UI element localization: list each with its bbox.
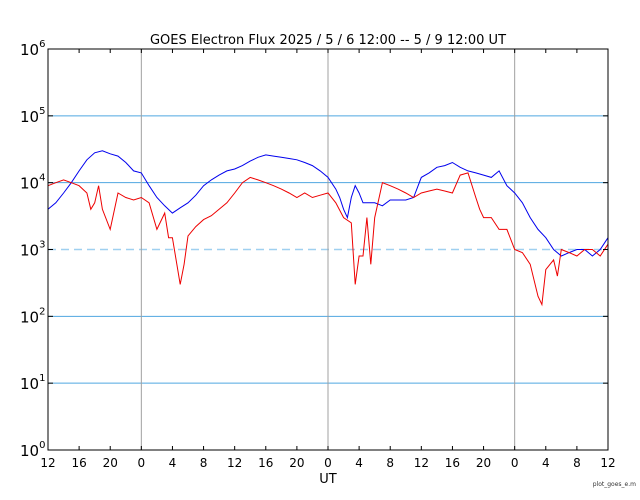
x-tick-label: 20 <box>103 456 118 470</box>
y-tick-labels: 100 101 102 103 104 105 106 <box>20 39 45 460</box>
x-axis-label: UT <box>319 472 337 487</box>
y-tick-label: 101 <box>20 373 45 393</box>
plot-credit: plot_goes_e.m <box>593 481 636 488</box>
axis-ticks <box>47 48 609 451</box>
x-tick-label: 12 <box>227 456 242 470</box>
y-tick-label: 105 <box>20 106 45 126</box>
x-tick-label: 0 <box>324 456 332 470</box>
y-tick-label: 102 <box>20 306 45 326</box>
series-line-blue <box>47 150 609 257</box>
x-tick-label: 0 <box>511 456 519 470</box>
data-series <box>47 150 609 307</box>
x-tick-label: 4 <box>355 456 363 470</box>
x-tick-label: 20 <box>289 456 304 470</box>
x-tick-label: 20 <box>476 456 491 470</box>
x-tick-label: 4 <box>542 456 550 470</box>
chart-title: GOES Electron Flux 2025 / 5 / 6 12:00 --… <box>150 33 506 48</box>
x-tick-label: 16 <box>445 456 460 470</box>
x-tick-label: 8 <box>386 456 394 470</box>
x-tick-label: 16 <box>71 456 86 470</box>
y-tick-label: 104 <box>20 173 45 193</box>
grid-lines <box>48 49 608 450</box>
x-tick-label: 16 <box>258 456 273 470</box>
y-tick-label: 100 <box>20 440 45 460</box>
x-tick-label: 12 <box>414 456 429 470</box>
x-tick-label: 8 <box>200 456 208 470</box>
y-tick-label: 103 <box>20 240 45 260</box>
x-tick-labels: 12 16 20 0 4 8 12 16 20 0 4 8 12 16 20 0 4 8 12 <box>40 456 615 470</box>
x-tick-label: 12 <box>40 456 55 470</box>
y-tick-label: 106 <box>20 39 45 59</box>
x-tick-label: 12 <box>600 456 615 470</box>
x-tick-label: 0 <box>138 456 146 470</box>
series-line-red <box>47 172 609 307</box>
x-tick-label: 4 <box>169 456 177 470</box>
x-tick-label: 8 <box>573 456 581 470</box>
